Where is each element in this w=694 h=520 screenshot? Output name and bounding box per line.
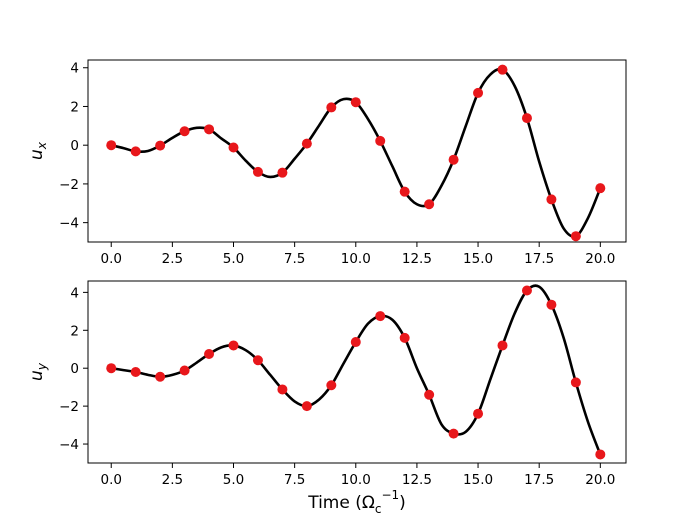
data-point (106, 363, 117, 374)
y-tick-label: 4 (70, 61, 79, 77)
data-point (399, 186, 410, 197)
x-tick-label: 7.5 (284, 472, 305, 488)
x-tick-label: 10.0 (341, 472, 371, 488)
series-lines (109, 67, 602, 238)
x-axis-label: Time (Ωc−1) (307, 488, 406, 516)
data-point (301, 138, 312, 149)
data-point (179, 126, 190, 137)
y-tick-label: −2 (59, 177, 79, 193)
y-tick-label: 2 (70, 99, 79, 115)
data-point (277, 384, 288, 395)
data-point (155, 371, 166, 382)
data-point (252, 166, 263, 177)
data-point (204, 124, 215, 135)
y-axis-label-subscript: x (35, 141, 49, 150)
y-tick-label: −4 (59, 216, 79, 232)
data-point (473, 87, 484, 98)
tick-group: 0.0 2.5 5.0 7.5 10.0 12.5 15.0 17.5 20.0 4 2 0 −2 −4 (59, 61, 615, 267)
y-axis-label-main: u (27, 370, 47, 381)
x-tick-label: 0.0 (100, 251, 121, 267)
x-tick-label: 0.0 (100, 472, 121, 488)
x-tick-label: 7.5 (284, 251, 305, 267)
data-point (521, 113, 532, 124)
data-point (179, 365, 190, 376)
x-tick-label: 17.5 (524, 472, 554, 488)
data-point (570, 377, 581, 388)
y-axis-label-subscript: y (35, 362, 49, 371)
data-point (301, 401, 312, 412)
data-point (424, 199, 435, 210)
data-point (424, 389, 435, 400)
data-point (204, 348, 215, 359)
x-tick-label: 5.0 (223, 472, 244, 488)
subplot-top: 0.0 2.5 5.0 7.5 10.0 12.5 15.0 17.5 20.0420−2−4 … (27, 59, 627, 267)
data-point (277, 167, 288, 178)
x-tick-label: 10.0 (341, 251, 371, 267)
y-tick-label: 0 (70, 361, 79, 377)
series-line (109, 67, 602, 238)
x-tick-label: 5.0 (223, 251, 244, 267)
y-tick-label: 2 (70, 323, 79, 339)
tick-group: 0.0 2.5 5.0 7.5 10.0 12.5 15.0 17.5 20.0 4 2 0 −2 −4 (59, 285, 615, 488)
y-axis-label-bottom: uy (27, 362, 49, 381)
data-point (326, 102, 337, 113)
data-point (497, 340, 508, 351)
y-axis-label-main: u (27, 149, 47, 160)
x-tick-label: 15.0 (463, 251, 493, 267)
y-tick-label: −2 (59, 399, 79, 415)
data-point (228, 142, 239, 153)
x-tick-label: 15.0 (463, 472, 493, 488)
x-tick-label: 12.5 (402, 251, 432, 267)
axes-frame-top (87, 59, 627, 243)
data-point (473, 408, 484, 419)
data-point (595, 449, 606, 460)
data-point (546, 194, 557, 205)
series-points (106, 64, 606, 242)
data-point (106, 140, 117, 151)
data-point (570, 231, 581, 242)
data-point (155, 140, 166, 151)
x-tick-label: 12.5 (402, 472, 432, 488)
x-tick-label: 2.5 (162, 251, 183, 267)
data-point (399, 332, 410, 343)
data-point (521, 285, 532, 296)
x-tick-label: 2.5 (162, 472, 183, 488)
data-point (595, 183, 606, 194)
x-axis-label-superscript: −1 (381, 488, 399, 502)
data-point (375, 135, 386, 146)
y-axis-label-top: ux (27, 141, 49, 160)
data-point (130, 367, 141, 377)
data-point (448, 428, 459, 439)
data-point (546, 299, 557, 310)
y-tick-label: 4 (70, 285, 79, 301)
data-point (252, 355, 263, 366)
x-tick-label: 20.0 (585, 251, 615, 267)
axes-frame-bottom (87, 280, 627, 464)
x-axis-label-subscript: c (375, 502, 382, 516)
y-tick-label: −4 (59, 437, 79, 453)
data-point (350, 337, 361, 348)
subplot-bottom: 0.0 2.5 5.0 7.5 10.0 12.5 15.0 17.5 20.0420−2−4 … (27, 280, 627, 516)
data-point (448, 154, 459, 165)
y-tick-label: 0 (70, 138, 79, 154)
data-point (497, 64, 508, 75)
data-point (326, 380, 337, 391)
x-axis-label-end: ) (399, 493, 406, 513)
x-tick-label: 20.0 (585, 472, 615, 488)
data-point (228, 340, 239, 351)
data-point (375, 311, 386, 322)
data-point (130, 146, 141, 157)
x-axis-label-main: Time (Ω (307, 493, 375, 513)
x-tick-label: 17.5 (524, 251, 554, 267)
series-points (106, 285, 606, 460)
data-point (350, 97, 361, 108)
